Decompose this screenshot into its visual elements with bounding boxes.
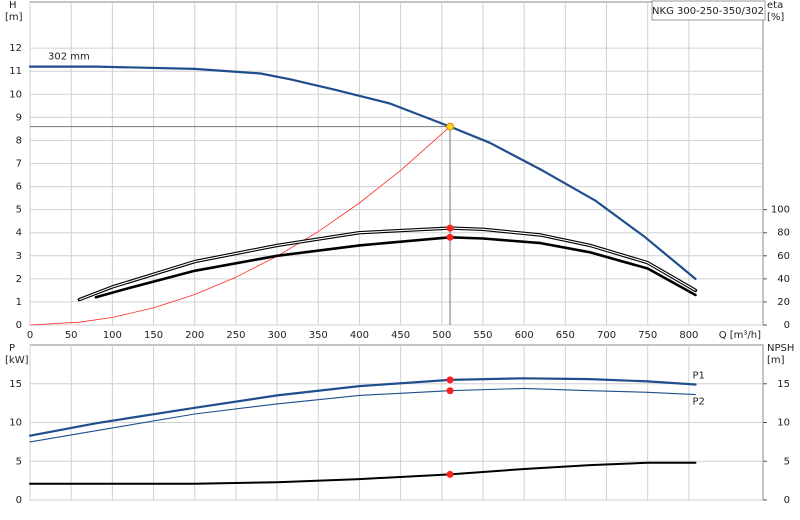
x-tick-label: 350	[309, 330, 328, 341]
y2-axis-label: NPSH	[767, 343, 794, 354]
y2-tick-label: 0	[784, 495, 790, 506]
y2-tick-label: 10	[777, 418, 790, 429]
x-tick-label: 300	[268, 330, 287, 341]
series-label: P2	[692, 397, 704, 408]
point-marker	[446, 376, 454, 384]
x-tick-label: 500	[432, 330, 451, 341]
y-tick-label: 10	[9, 418, 22, 429]
y2-tick-label: 40	[777, 274, 790, 285]
y-tick-label: 0	[16, 320, 22, 331]
y2-tick-label: 15	[777, 379, 790, 390]
y-tick-label: 15	[9, 379, 22, 390]
y-tick-label: 7	[16, 159, 22, 170]
y-tick-label: 5	[16, 205, 22, 216]
x-tick-label: 150	[144, 330, 163, 341]
point-marker	[446, 224, 454, 232]
curve	[28, 65, 697, 280]
x-tick-label: 0	[27, 330, 33, 341]
curve	[29, 387, 697, 443]
x-tick-label: 600	[515, 330, 534, 341]
x-tick-label: 650	[556, 330, 575, 341]
series-label: P1	[692, 371, 704, 382]
x-tick-label: 450	[391, 330, 410, 341]
curve	[29, 126, 451, 326]
y2-axis-unit: [m]	[767, 355, 785, 366]
x-tick-label: 550	[473, 330, 492, 341]
x-tick-label: 400	[350, 330, 369, 341]
x-tick-label: 200	[185, 330, 204, 341]
y-tick-label: 11	[9, 66, 22, 77]
point-marker	[446, 470, 454, 478]
x-tick-label: 250	[226, 330, 245, 341]
y-axis-unit: [kW]	[5, 355, 29, 366]
y-tick-label: 12	[9, 43, 22, 54]
curve-inner	[79, 227, 696, 301]
y-tick-label: 3	[16, 251, 22, 262]
y2-tick-label: 80	[777, 228, 790, 239]
y2-axis-label: eta	[767, 0, 783, 11]
y2-axis-unit: [%]	[767, 12, 784, 23]
x-tick-label: 100	[103, 330, 122, 341]
y-tick-label: 10	[9, 89, 22, 100]
x-tick-label: 50	[65, 330, 78, 341]
y2-tick-label: 5	[784, 456, 790, 467]
series-label: 302 mm	[48, 52, 90, 63]
y-tick-label: 6	[16, 182, 22, 193]
y2-tick-label: 100	[771, 205, 790, 216]
x-tick-label: 700	[597, 330, 616, 341]
y2-tick-label: 20	[777, 297, 790, 308]
y2-tick-label: 60	[777, 251, 790, 262]
y-tick-label: 5	[16, 456, 22, 467]
curve	[94, 236, 697, 299]
y-tick-label: 9	[16, 112, 22, 123]
point-marker	[446, 233, 454, 241]
point-marker	[446, 387, 454, 395]
chart-title: NKG 300-250-350/302	[652, 6, 764, 17]
x-axis-label: Q [m³/h]	[719, 330, 761, 341]
curve	[28, 377, 697, 437]
y-axis-label: P	[9, 343, 15, 354]
title-box	[651, 0, 766, 21]
y-tick-label: 2	[16, 274, 22, 285]
curve	[29, 461, 697, 485]
point-marker	[446, 122, 455, 131]
y-axis-label: H	[9, 0, 17, 11]
y2-tick-label: 0	[784, 320, 790, 331]
y-tick-label: 8	[16, 135, 22, 146]
x-tick-label: 750	[638, 330, 657, 341]
y-tick-label: 1	[16, 297, 22, 308]
y-tick-label: 0	[16, 495, 22, 506]
curve	[77, 226, 698, 302]
y-axis-unit: [m]	[5, 12, 23, 23]
y-tick-label: 4	[16, 228, 22, 239]
x-tick-label: 800	[679, 330, 698, 341]
